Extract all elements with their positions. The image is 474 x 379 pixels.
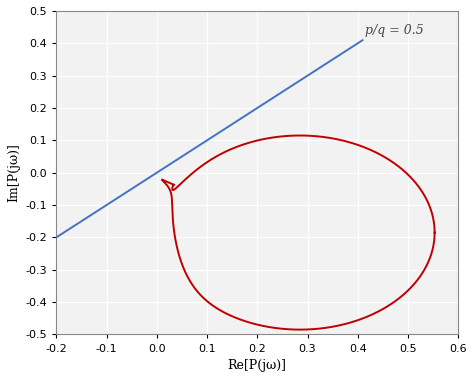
Text: p/q = 0.5: p/q = 0.5 — [365, 25, 424, 38]
X-axis label: Re[P(jω)]: Re[P(jω)] — [228, 359, 287, 372]
Y-axis label: Im[P(jω)]: Im[P(jω)] — [7, 143, 20, 202]
